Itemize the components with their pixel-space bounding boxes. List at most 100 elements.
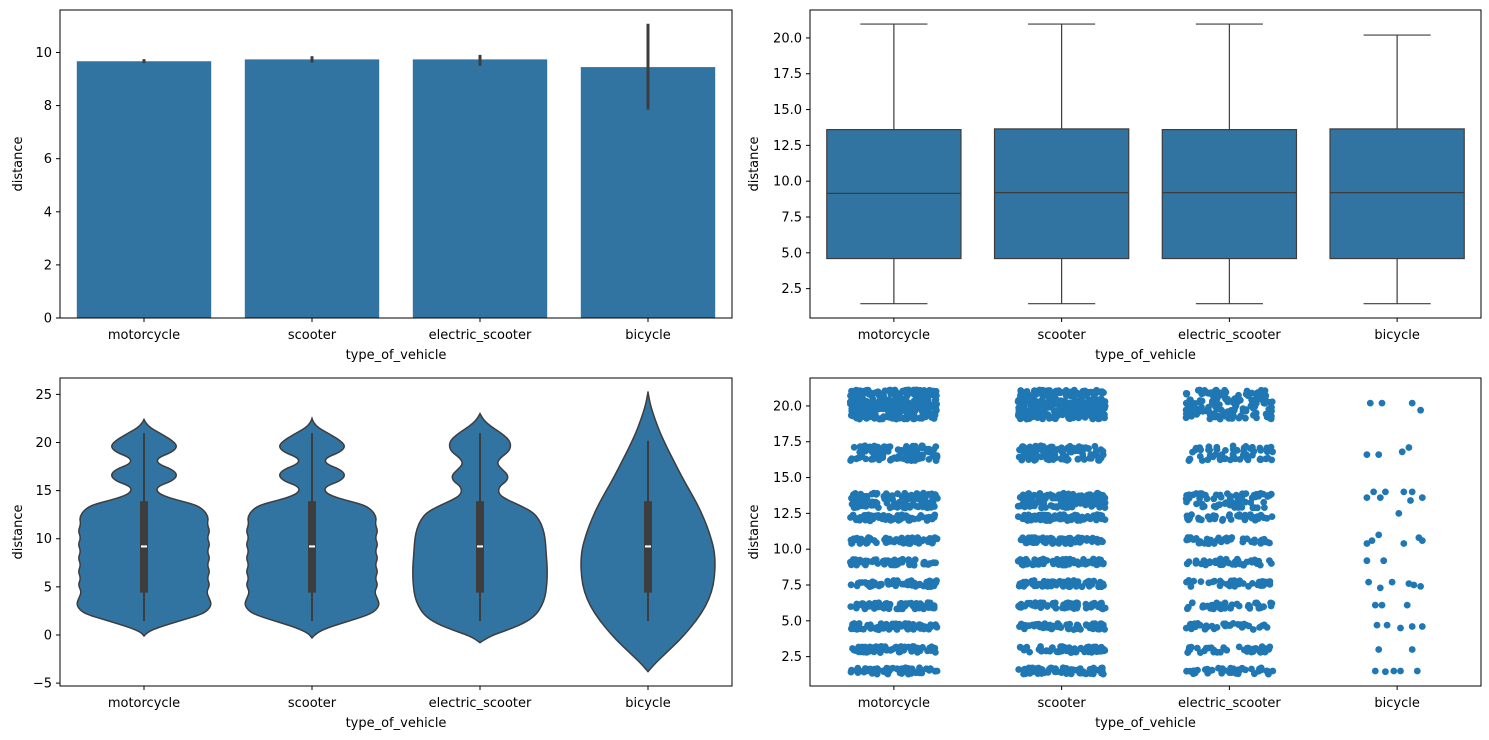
y-tick-label: 10.0 <box>773 543 802 558</box>
strip-point <box>1192 559 1200 567</box>
strip-point <box>893 455 901 462</box>
strip-point <box>871 599 879 607</box>
strip-point <box>1058 647 1066 655</box>
strip-point <box>1031 534 1039 542</box>
plot-marks <box>826 23 1465 305</box>
strip-point <box>1086 407 1094 415</box>
strip-point <box>1197 578 1205 585</box>
strip-point <box>1249 398 1256 406</box>
strip-point <box>1029 500 1036 508</box>
strip-point <box>1098 388 1106 395</box>
y-tick-label: 12.5 <box>773 507 802 522</box>
strip-point <box>892 388 900 396</box>
strip-point <box>933 452 941 459</box>
strip-point <box>1184 515 1191 523</box>
strip-point <box>882 534 890 542</box>
strip-point <box>1059 448 1066 455</box>
y-tick-label: 20.0 <box>773 399 802 414</box>
y-tick-label: 0 <box>44 628 52 643</box>
strip-point <box>1225 512 1233 520</box>
strip-point <box>1268 560 1275 567</box>
strip-point <box>1363 557 1371 565</box>
strip-point <box>1053 538 1061 546</box>
strip-point <box>1256 624 1263 631</box>
strip-point <box>1090 555 1097 563</box>
strip-point <box>1221 620 1229 628</box>
strip-point <box>847 514 854 521</box>
plot-marks <box>76 391 716 673</box>
x-axis: motorcycle scooter electric_scooter bicycle <box>858 686 1420 711</box>
strip-point <box>1099 447 1107 455</box>
strip-point <box>1264 454 1272 462</box>
strip-point <box>1087 413 1095 420</box>
box-electric_scooter <box>1161 23 1298 305</box>
strip-point <box>1418 537 1426 544</box>
panel-2-box: 2.5 5.0 7.5 10.0 12.5 15.0 17.5 20.0 motorcycle s… <box>747 9 1482 363</box>
strip-point <box>1096 667 1104 675</box>
strip-point <box>1225 559 1233 567</box>
strip-point <box>872 557 879 564</box>
strip-point <box>1390 667 1398 675</box>
strip-point <box>1266 643 1274 651</box>
strip-point <box>1196 621 1204 629</box>
strip-point <box>861 604 869 612</box>
strip-point <box>860 387 868 395</box>
strip-point <box>1079 535 1087 542</box>
strip-point <box>1252 493 1259 501</box>
strip-point <box>1250 539 1258 546</box>
strip-point <box>1039 555 1047 563</box>
strip-point <box>850 443 858 451</box>
x-tick-label: bicycle <box>1374 696 1419 711</box>
strip-point <box>1257 456 1265 463</box>
strip-point <box>1189 491 1197 499</box>
strip-point <box>1066 534 1074 542</box>
strip-point <box>1031 453 1039 461</box>
strip-point <box>1077 645 1085 653</box>
strip-point <box>896 602 904 610</box>
strip-point <box>1056 623 1064 631</box>
strip-point <box>846 398 854 406</box>
strip-point <box>929 494 937 502</box>
strip-point <box>1217 555 1224 563</box>
strip-point <box>888 514 896 522</box>
strip-point <box>1376 494 1384 501</box>
strip-point <box>1382 668 1389 676</box>
strip-point <box>869 455 877 463</box>
strip-point <box>922 397 929 405</box>
strip-point <box>1182 390 1190 397</box>
strip-point <box>860 501 868 508</box>
strip-point <box>919 442 926 450</box>
strip-point <box>917 625 924 632</box>
strip-point <box>1067 493 1075 500</box>
strip-point <box>1099 494 1107 501</box>
strip-point <box>1252 390 1260 398</box>
strip-point <box>892 536 900 543</box>
strip-point <box>1017 644 1025 651</box>
violin-motorcycle <box>76 417 212 638</box>
strip-point <box>913 448 921 456</box>
strip-point <box>1371 667 1379 675</box>
strip-point <box>1060 580 1067 587</box>
strip-point <box>916 392 924 400</box>
strip-point <box>1186 667 1194 675</box>
x-tick-label: motorcycle <box>108 328 180 343</box>
strip-point <box>905 667 913 675</box>
strip-point <box>874 666 882 674</box>
strip-point <box>1015 602 1022 610</box>
strip-point <box>1017 392 1024 400</box>
strip-point <box>905 448 912 455</box>
strip-point <box>1017 536 1025 544</box>
strip-point <box>1073 625 1080 633</box>
y-axis-label: distance <box>11 136 26 191</box>
strip-point <box>1368 537 1376 544</box>
strip-point <box>933 667 941 675</box>
strip-point <box>1264 669 1272 677</box>
x-tick-label: electric_scooter <box>429 328 532 343</box>
x-axis: motorcycle scooter electric_scooter bicycle <box>108 318 671 343</box>
strip-point <box>1217 538 1225 546</box>
y-axis: 2.5 5.0 7.5 10.0 12.5 15.0 17.5 20.0 <box>773 31 810 297</box>
strip-point <box>1245 601 1252 609</box>
strip-point <box>921 493 929 501</box>
strip-point <box>853 389 861 397</box>
strip-point <box>1066 583 1074 590</box>
